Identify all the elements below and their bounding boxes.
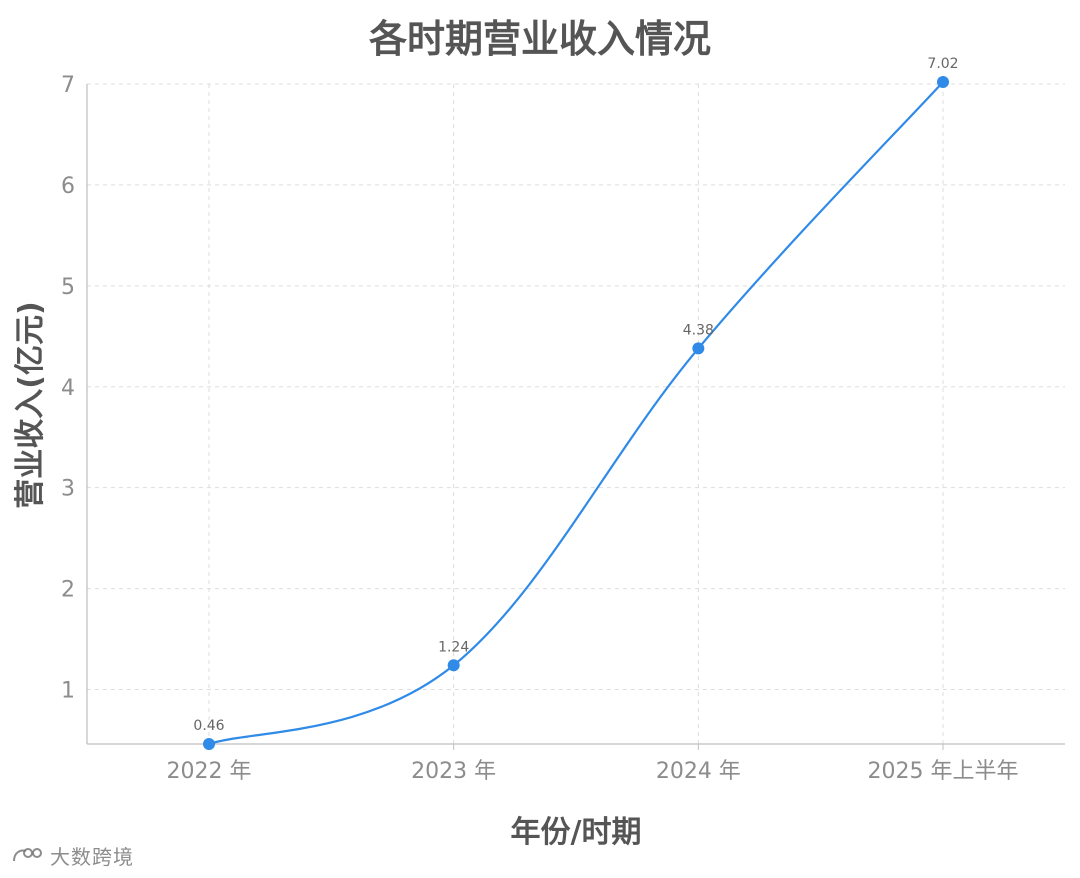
x-tick-label: 2025 年上半年 xyxy=(868,759,1019,784)
x-axis-title: 年份/时期 xyxy=(511,815,642,850)
data-label: 0.46 xyxy=(193,718,224,734)
y-tick-label: 7 xyxy=(61,73,75,98)
series-line xyxy=(208,81,944,746)
watermark: 大数跨境 xyxy=(10,841,134,870)
x-tick-label: 2022 年 xyxy=(167,759,252,784)
data-point xyxy=(937,75,949,88)
data-point xyxy=(692,342,705,355)
data-label: 7.02 xyxy=(927,56,958,72)
y-tick-label: 4 xyxy=(61,376,75,401)
y-tick-label: 5 xyxy=(61,275,75,300)
x-tick-label: 2023 年 xyxy=(411,759,496,784)
data-label: 1.24 xyxy=(438,639,469,655)
y-tick-label: 6 xyxy=(61,174,75,199)
chart-title: 各时期营业收入情况 xyxy=(369,17,711,61)
data-label: 4.38 xyxy=(683,322,714,338)
grid-layer xyxy=(87,83,1065,744)
data-point xyxy=(203,738,215,750)
data-point xyxy=(447,659,460,672)
y-tick-label: 2 xyxy=(61,578,75,603)
series-layer xyxy=(203,75,949,750)
x-tick-label: 2024 年 xyxy=(656,759,741,784)
y-tick-label: 3 xyxy=(61,477,75,502)
label-layer: 0.46 1.24 4.38 7.02 xyxy=(193,56,958,734)
brand-logo-icon xyxy=(13,847,42,861)
y-tick-label: 1 xyxy=(61,679,75,704)
y-axis-title: 营业收入(亿元) xyxy=(13,301,48,508)
watermark-text: 大数跨境 xyxy=(50,845,134,869)
axis-layer: 1 2 3 4 5 6 7 2022 年 2023 年 2024 年 2025 年上半年 xyxy=(61,73,1065,784)
